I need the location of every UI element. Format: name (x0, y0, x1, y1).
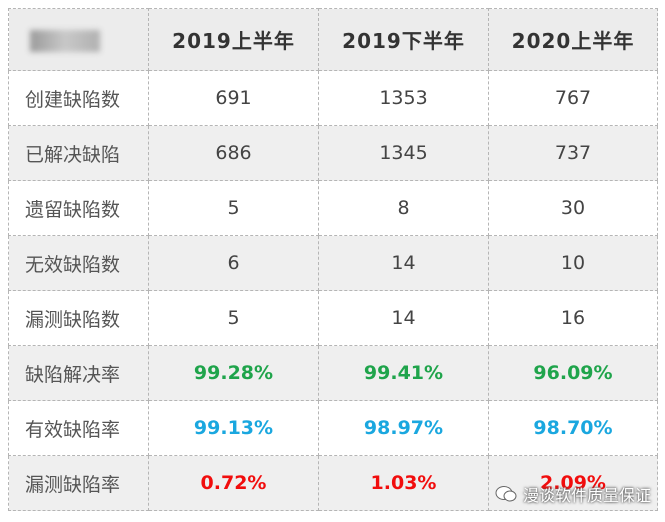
table-row: 遗留缺陷数 5 8 30 (8, 180, 658, 236)
cell: 96.09% (488, 345, 658, 401)
cell: 2.09% (488, 455, 658, 511)
cell: 99.28% (148, 345, 319, 401)
table-row: 漏测缺陷率 0.72% 1.03% 2.09% (8, 455, 658, 511)
row-label: 遗留缺陷数 (8, 180, 149, 236)
blurred-label (30, 30, 100, 52)
cell: 691 (148, 70, 319, 126)
cell: 16 (488, 290, 658, 346)
table-row: 缺陷解决率 99.28% 99.41% 96.09% (8, 345, 658, 401)
column-header: 2019下半年 (318, 8, 489, 71)
column-header: 2019上半年 (148, 8, 319, 71)
cell: 14 (318, 235, 489, 291)
cell: 737 (488, 125, 658, 181)
data-table: 2019上半年 2019下半年 2020上半年 创建缺陷数 691 1353 767 已解决… (8, 8, 658, 511)
row-label: 缺陷解决率 (8, 345, 149, 401)
cell: 5 (148, 290, 319, 346)
cell: 99.41% (318, 345, 489, 401)
cell: 8 (318, 180, 489, 236)
header-corner (8, 8, 149, 71)
row-label: 漏测缺陷率 (8, 455, 149, 511)
table-row: 创建缺陷数 691 1353 767 (8, 70, 658, 126)
row-label: 无效缺陷数 (8, 235, 149, 291)
table-row: 漏测缺陷数 5 14 16 (8, 290, 658, 346)
cell: 1.03% (318, 455, 489, 511)
row-label: 创建缺陷数 (8, 70, 149, 126)
watermark: 漫谈软件质量保证 (495, 482, 651, 506)
cell: 5 (148, 180, 319, 236)
wechat-icon (495, 486, 517, 502)
cell: 6 (148, 235, 319, 291)
cell: 14 (318, 290, 489, 346)
row-label: 漏测缺陷数 (8, 290, 149, 346)
cell: 99.13% (148, 400, 319, 456)
cell: 0.72% (148, 455, 319, 511)
table-row: 有效缺陷率 99.13% 98.97% 98.70% (8, 400, 658, 456)
cell: 98.97% (318, 400, 489, 456)
cell: 1353 (318, 70, 489, 126)
cell: 1345 (318, 125, 489, 181)
row-label: 已解决缺陷 (8, 125, 149, 181)
cell: 10 (488, 235, 658, 291)
table-row: 已解决缺陷 686 1345 737 (8, 125, 658, 181)
watermark-text: 漫谈软件质量保证 (522, 486, 651, 505)
header-row: 2019上半年 2019下半年 2020上半年 (8, 8, 658, 71)
cell: 767 (488, 70, 658, 126)
cell: 30 (488, 180, 658, 236)
table-row: 无效缺陷数 6 14 10 (8, 235, 658, 291)
column-header: 2020上半年 (488, 8, 658, 71)
row-label: 有效缺陷率 (8, 400, 149, 456)
cell: 686 (148, 125, 319, 181)
cell: 98.70% (488, 400, 658, 456)
